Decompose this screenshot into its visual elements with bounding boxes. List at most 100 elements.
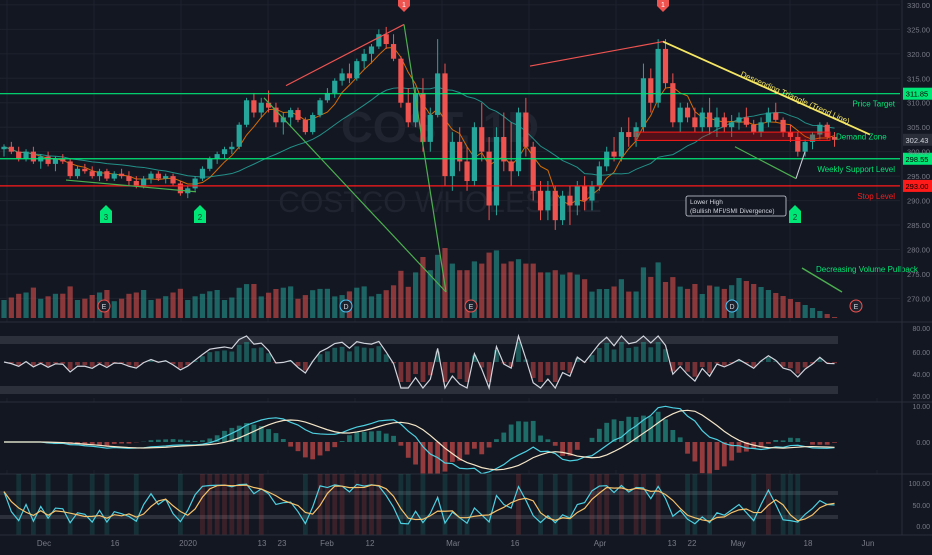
volume-bar bbox=[68, 286, 73, 318]
volume-bar bbox=[597, 289, 602, 318]
candle-body bbox=[656, 49, 661, 103]
level-label: Price Target bbox=[852, 100, 895, 109]
volume-bar bbox=[229, 298, 234, 319]
price-tick-label: 285.00 bbox=[907, 221, 930, 230]
mfi-pane-hist-bar bbox=[53, 362, 58, 363]
candle-body bbox=[104, 171, 109, 178]
macd-pane-hist-bar bbox=[538, 436, 543, 442]
price-tick-label: 290.00 bbox=[907, 197, 930, 206]
time-tick-label: Feb bbox=[320, 539, 334, 548]
candle-body bbox=[53, 159, 58, 164]
volume-bar bbox=[310, 290, 315, 318]
stoch-pane-tick: 0.00 bbox=[916, 524, 930, 531]
mfi-pane-hist-bar bbox=[354, 346, 359, 362]
macd-pane-hist-bar bbox=[825, 442, 830, 445]
macd-pane-hist-bar bbox=[376, 431, 381, 442]
stoch-pane-hist-bar bbox=[134, 474, 139, 535]
candle-body bbox=[90, 171, 95, 176]
volume-bar bbox=[16, 294, 21, 318]
volume-bar bbox=[237, 288, 242, 318]
volume-bar bbox=[119, 299, 124, 318]
time-tick-label: Dec bbox=[37, 539, 51, 548]
candle-body bbox=[141, 179, 146, 186]
candle-body bbox=[23, 152, 28, 159]
volume-bar bbox=[82, 299, 87, 318]
level-label: Stop Level bbox=[857, 192, 895, 201]
macd-pane-hist-bar bbox=[553, 442, 558, 446]
candle-body bbox=[68, 161, 73, 176]
macd-pane-hist-bar bbox=[509, 425, 514, 442]
mfi-pane-hist-bar bbox=[626, 348, 631, 362]
volume-bar bbox=[288, 286, 293, 318]
volume-bar bbox=[817, 311, 822, 318]
candle-body bbox=[597, 166, 602, 186]
indicator-panes: 80.0060.0040.0020.0010.000.00100.0050.00… bbox=[0, 322, 932, 535]
macd-pane-hist-bar bbox=[795, 438, 800, 442]
event-badge-label: E bbox=[102, 304, 107, 311]
time-tick-label: Jun bbox=[862, 539, 875, 548]
volume-bar bbox=[487, 253, 492, 318]
volume-bar bbox=[1, 300, 6, 318]
volume-bar bbox=[193, 296, 198, 318]
mfi-pane-hist-bar bbox=[222, 350, 227, 362]
mfi-pane-hist-bar bbox=[376, 346, 381, 362]
stoch-pane-hist-bar bbox=[619, 474, 624, 535]
mfi-pane-hist-bar bbox=[215, 351, 220, 362]
volume-bar bbox=[825, 314, 830, 318]
candle-body bbox=[575, 186, 580, 206]
candle-body bbox=[714, 117, 719, 127]
macd-pane-hist-bar bbox=[685, 442, 690, 454]
buy-marker-label: 2 bbox=[198, 213, 203, 222]
volume-bar bbox=[619, 279, 624, 318]
macd-pane-hist-bar bbox=[523, 422, 528, 442]
stoch-pane-hist-bar bbox=[244, 474, 249, 535]
candle-body bbox=[310, 115, 315, 132]
buy-marker-label: 3 bbox=[104, 213, 109, 222]
stoch-pane-hist-bar bbox=[46, 474, 51, 535]
volume-bar bbox=[773, 293, 778, 318]
macd-pane-hist-bar bbox=[340, 441, 345, 442]
volume-bar bbox=[700, 294, 705, 318]
event-badge-label: D bbox=[729, 304, 734, 311]
price-tick-label: 325.00 bbox=[907, 25, 930, 34]
macd-pane-hist-bar bbox=[127, 442, 132, 444]
mfi-pane-hist-bar bbox=[560, 362, 565, 370]
candle-body bbox=[156, 174, 161, 179]
mfi-pane-hist-bar bbox=[318, 354, 323, 362]
price-tick-label: 295.00 bbox=[907, 172, 930, 181]
candle-body bbox=[369, 46, 374, 53]
mfi-pane-hist-bar bbox=[46, 362, 51, 366]
time-tick-label: May bbox=[730, 539, 745, 548]
stoch-pane-hist-bar bbox=[332, 474, 337, 535]
volume-bar bbox=[170, 293, 175, 319]
candle-body bbox=[692, 117, 697, 127]
stoch-pane-hist-bar bbox=[399, 474, 404, 535]
price-tick-label: 300.00 bbox=[907, 148, 930, 157]
mfi-pane-hist-bar bbox=[656, 342, 661, 362]
stoch-pane-hist-bar bbox=[685, 474, 690, 535]
mfi-pane-band bbox=[0, 386, 838, 394]
time-tick-label: 16 bbox=[111, 539, 120, 548]
stoch-pane-band bbox=[0, 491, 838, 495]
candle-body bbox=[428, 115, 433, 142]
candle-body bbox=[317, 100, 322, 115]
macd-pane-hist-bar bbox=[604, 423, 609, 442]
macd-pane-hist-bar bbox=[119, 442, 124, 444]
macd-pane-hist-bar bbox=[531, 421, 536, 442]
time-tick-label: Apr bbox=[594, 539, 607, 548]
candle-body bbox=[97, 171, 102, 176]
event-badge-label: E bbox=[469, 304, 474, 311]
mfi-pane-hist-bar bbox=[244, 342, 249, 362]
candle-body bbox=[193, 179, 198, 189]
candle-body bbox=[516, 113, 521, 172]
time-tick-label: 13 bbox=[258, 539, 267, 548]
volume-bar bbox=[134, 293, 139, 319]
macd-pane-hist-bar bbox=[296, 442, 301, 451]
macd-pane-hist-bar bbox=[362, 432, 367, 442]
candle-body bbox=[758, 122, 763, 132]
candle-body bbox=[82, 169, 87, 171]
candle-body bbox=[237, 125, 242, 147]
volume-bar bbox=[60, 294, 65, 318]
